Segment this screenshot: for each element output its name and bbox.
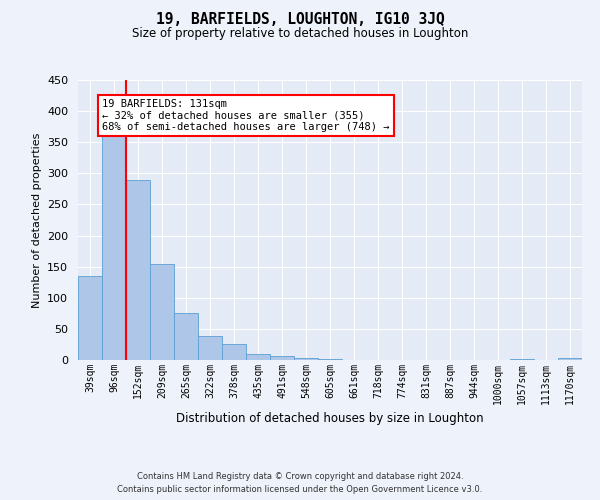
Text: Contains public sector information licensed under the Open Government Licence v3: Contains public sector information licen… — [118, 485, 482, 494]
Text: Size of property relative to detached houses in Loughton: Size of property relative to detached ho… — [132, 28, 468, 40]
Y-axis label: Number of detached properties: Number of detached properties — [32, 132, 41, 308]
Bar — [102, 130, 126, 360]
Bar — [510, 359, 534, 360]
Bar — [78, 276, 102, 360]
Bar — [558, 358, 582, 360]
Bar — [222, 344, 246, 360]
Text: Contains HM Land Registry data © Crown copyright and database right 2024.: Contains HM Land Registry data © Crown c… — [137, 472, 463, 481]
X-axis label: Distribution of detached houses by size in Loughton: Distribution of detached houses by size … — [176, 412, 484, 425]
Bar — [270, 356, 294, 360]
Text: 19, BARFIELDS, LOUGHTON, IG10 3JQ: 19, BARFIELDS, LOUGHTON, IG10 3JQ — [155, 12, 445, 28]
Bar — [246, 354, 270, 360]
Bar — [126, 180, 150, 360]
Bar — [294, 358, 318, 360]
Bar — [150, 264, 174, 360]
Bar — [198, 336, 222, 360]
Text: 19 BARFIELDS: 131sqm
← 32% of detached houses are smaller (355)
68% of semi-deta: 19 BARFIELDS: 131sqm ← 32% of detached h… — [102, 98, 389, 132]
Bar — [174, 314, 198, 360]
